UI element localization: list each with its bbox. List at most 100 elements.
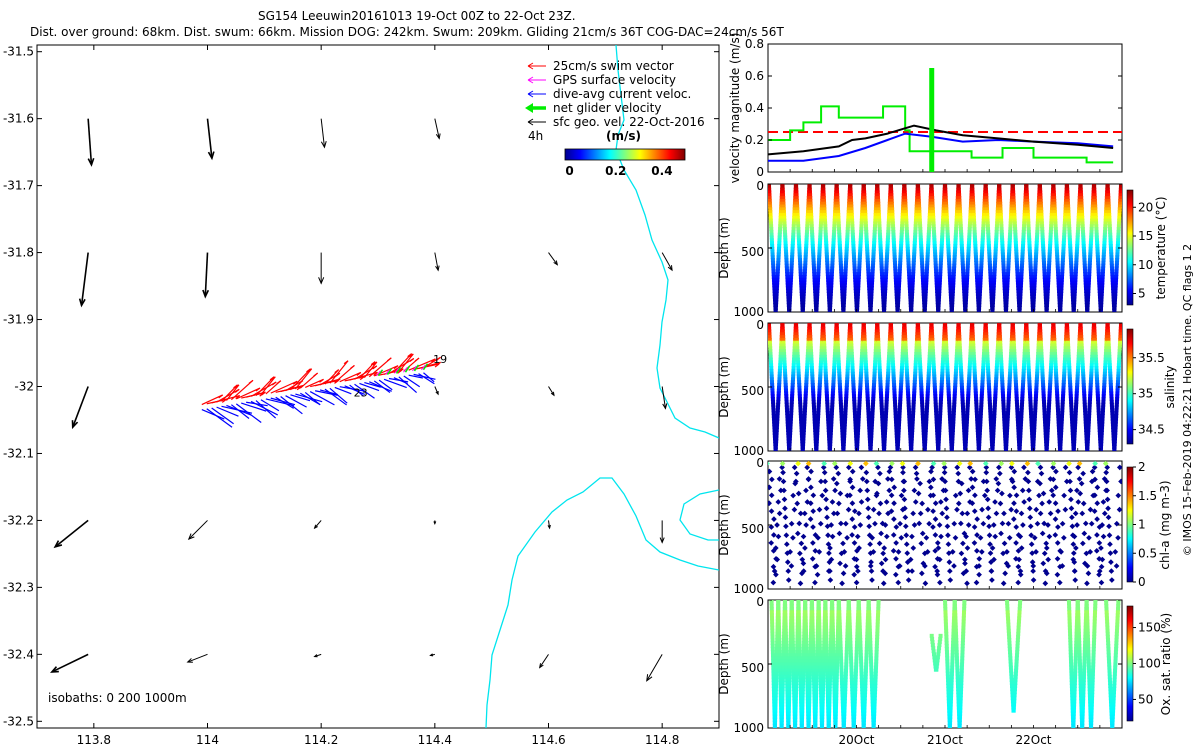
profile-sample — [1012, 218, 1017, 223]
profile-sample — [844, 394, 849, 399]
profile-sample — [1008, 354, 1013, 359]
profile-sample — [781, 198, 786, 203]
profile-sample — [932, 382, 937, 387]
profile-sample — [1017, 303, 1022, 308]
profile-sample — [911, 258, 916, 263]
profile-sample — [789, 413, 794, 418]
geo-velocity-arrowhead — [662, 403, 668, 410]
profile-sample — [850, 221, 855, 226]
swim-vector — [339, 371, 362, 383]
profile-sample — [1027, 382, 1032, 387]
profile-sample — [885, 374, 890, 379]
profile-sample — [945, 360, 950, 365]
profile-sample — [1073, 269, 1078, 274]
profile-sample — [1082, 399, 1087, 404]
profile-sample — [798, 397, 803, 402]
profile-sample — [965, 416, 970, 421]
profile-sample — [883, 422, 888, 427]
profile-sample — [839, 416, 844, 421]
profile-sample — [1049, 349, 1054, 354]
profile-sample — [1069, 269, 1074, 274]
profile-sample — [913, 368, 918, 373]
profile-sample — [1090, 354, 1095, 359]
profile-sample — [1053, 212, 1058, 217]
profile-sample — [856, 413, 861, 418]
profile-sample — [815, 430, 820, 435]
profile-sample — [897, 411, 902, 416]
profile-sample — [778, 221, 783, 226]
profile-sample — [943, 196, 948, 201]
profile-sample — [1053, 221, 1058, 226]
profile-sample — [1072, 439, 1077, 444]
profile-sample — [837, 366, 842, 371]
profile-sample — [938, 258, 943, 263]
profile-sample — [886, 360, 891, 365]
profile-sample — [1056, 416, 1061, 421]
profile-sample — [859, 368, 864, 373]
profile-sample — [999, 227, 1004, 232]
profile-sample — [968, 207, 973, 212]
profile-sample — [978, 411, 983, 416]
profile-sample — [845, 363, 850, 368]
profile-sample — [810, 371, 815, 376]
profile-sample — [785, 411, 790, 416]
profile-sample — [780, 184, 785, 189]
profile-sample — [898, 391, 903, 396]
geo-velocity-arrow — [320, 118, 325, 148]
profile-sample — [1052, 337, 1057, 342]
profile-sample — [873, 210, 878, 215]
profile-sample — [790, 391, 795, 396]
profile-sample — [1083, 413, 1088, 418]
geo-velocity-arrow — [661, 386, 666, 409]
profile-sample — [801, 439, 806, 444]
profile-sample — [1104, 210, 1109, 215]
profile-sample — [782, 218, 787, 223]
profile-sample — [941, 354, 946, 359]
profile-sample — [772, 425, 777, 430]
profile-sample — [864, 232, 869, 237]
profile-sample — [1107, 224, 1112, 229]
profile-sample — [768, 201, 772, 206]
profile-sample — [932, 371, 937, 376]
profile-sample — [796, 374, 801, 379]
profile-sample — [959, 238, 964, 243]
profile-sample — [821, 190, 826, 195]
profile-sample — [986, 243, 991, 248]
profile-sample — [1060, 399, 1065, 404]
profile-sample — [1101, 255, 1106, 260]
profile-sample — [773, 444, 778, 449]
profile-sample — [991, 433, 996, 438]
profile-sample — [1045, 289, 1050, 294]
profile-sample — [981, 229, 986, 234]
profile-sample — [1066, 346, 1071, 351]
profile-sample — [808, 198, 813, 203]
profile-sample — [981, 363, 986, 368]
profile-sample — [1055, 266, 1060, 271]
profile-sample — [842, 419, 847, 424]
profile-sample — [1027, 380, 1032, 385]
profile-sample — [825, 399, 830, 404]
profile-sample — [994, 229, 999, 234]
geo-velocity-arrowhead — [53, 540, 63, 549]
profile-sample — [1005, 289, 1010, 294]
profile-sample — [1019, 269, 1024, 274]
profile-sample — [1013, 377, 1018, 382]
profile-sample — [784, 391, 789, 396]
profile-sample — [1005, 283, 1010, 288]
profile-sample — [781, 335, 786, 340]
profile-sample — [1070, 280, 1075, 285]
profile-sample — [992, 277, 997, 282]
profile-sample — [860, 346, 865, 351]
profile-sample — [829, 419, 834, 424]
profile-sample — [827, 447, 832, 451]
profile-sample — [954, 218, 959, 223]
profile-sample — [886, 218, 891, 223]
profile-sample — [921, 428, 926, 433]
profile-sample — [1089, 371, 1094, 376]
profile-sample — [928, 343, 933, 348]
profile-sample — [817, 249, 822, 254]
profile-sample — [914, 215, 919, 220]
profile-sample — [950, 433, 955, 438]
profile-sample — [802, 422, 807, 427]
profile-sample — [1081, 243, 1086, 248]
